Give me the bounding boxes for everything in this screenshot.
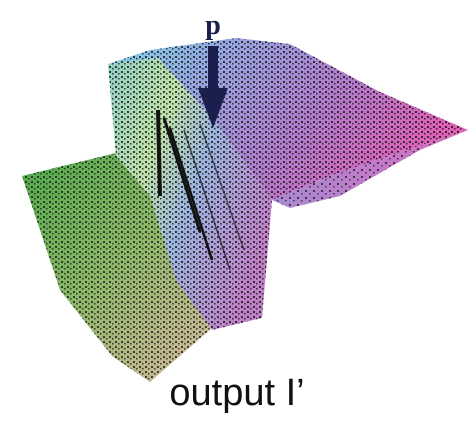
point-label: p [205,10,221,41]
crease-lines [156,109,245,271]
down-arrow-icon [198,46,228,128]
right-slope [272,130,468,208]
caption: output I’ [169,372,305,414]
upper-plateau [108,38,468,200]
